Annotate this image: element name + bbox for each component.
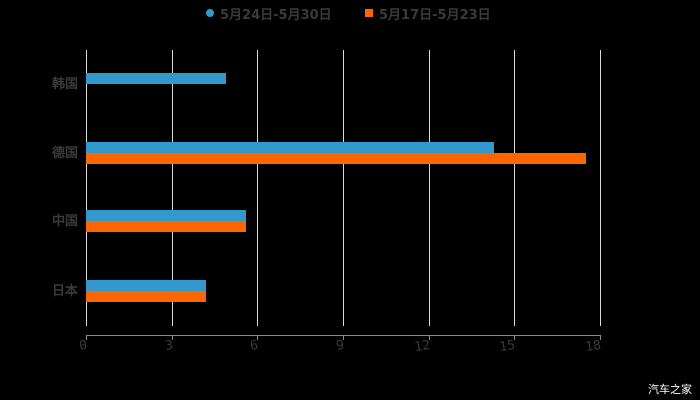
x-tick-label: 6	[249, 338, 260, 354]
x-axis-line	[86, 335, 601, 336]
gridline-3	[172, 50, 173, 326]
x-tick-label: 12	[413, 338, 432, 356]
bar-series-1-cat-3[interactable]	[86, 280, 206, 291]
gridline-18	[600, 50, 601, 326]
bar-series-2-cat-1[interactable]	[86, 153, 586, 164]
axis-tick-3	[172, 335, 173, 340]
category-label-germany: 德国	[51, 146, 78, 161]
x-tick-label: 9	[335, 338, 346, 354]
axis-tick-15	[514, 335, 515, 340]
axis-tick-9	[343, 335, 344, 340]
x-tick-label: 3	[164, 338, 175, 354]
legend-item-series-1[interactable]: 5月24日-5月30日	[206, 3, 332, 23]
bar-series-2-cat-2[interactable]	[86, 221, 246, 232]
category-label-japan: 日本	[51, 284, 78, 299]
x-tick-label: 18	[584, 338, 603, 356]
bar-series-1-cat-1[interactable]	[86, 142, 494, 153]
category-label-china: 中国	[51, 214, 78, 229]
gridline-12	[429, 50, 430, 326]
gridline-0	[86, 50, 87, 326]
bar-series-2-cat-3[interactable]	[86, 291, 206, 302]
legend-label-series-1: 5月24日-5月30日	[220, 7, 332, 23]
x-tick-label: 15	[498, 338, 517, 356]
bar-series-1-cat-2[interactable]	[86, 210, 246, 221]
axis-tick-6	[257, 335, 258, 340]
gridline-9	[343, 50, 344, 326]
bar-series-1-cat-0[interactable]	[86, 73, 226, 84]
legend-square-marker-icon	[365, 9, 373, 17]
legend-circle-marker-icon	[206, 9, 214, 17]
category-label-korea: 韩国	[51, 77, 78, 92]
legend-label-series-2: 5月17日-5月23日	[379, 7, 491, 23]
gridline-15	[514, 50, 515, 326]
chart-legend: 5月24日-5月30日 5月17日-5月23日	[0, 3, 700, 23]
gridline-6	[257, 50, 258, 326]
axis-tick-18	[600, 335, 601, 340]
x-tick-label: 0	[78, 338, 89, 354]
legend-item-series-2[interactable]: 5月17日-5月23日	[365, 3, 491, 23]
axis-tick-0	[86, 335, 87, 340]
axis-tick-12	[429, 335, 430, 340]
watermark-logo: 汽车之家	[648, 383, 692, 396]
